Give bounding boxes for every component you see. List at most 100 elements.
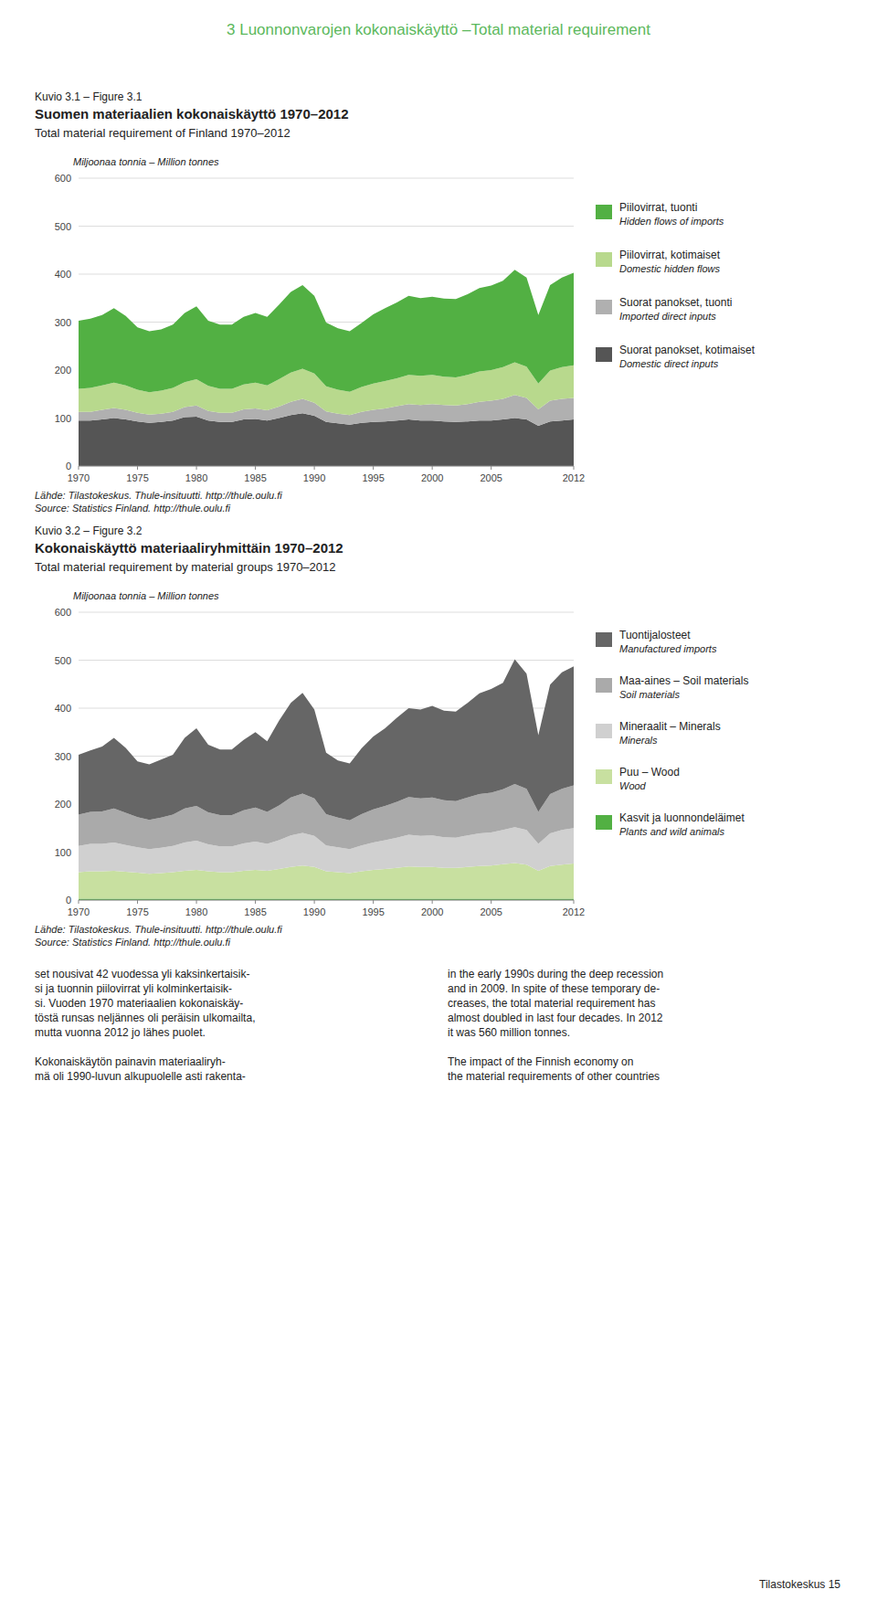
legend-label-en: Soil materials — [619, 688, 681, 700]
legend-label-en: Wood — [619, 780, 647, 792]
x-tick-label: 1970 — [67, 472, 90, 484]
y-tick-label: 200 — [54, 364, 72, 376]
chart-title: Suomen materiaalien kokonaiskäyttö 1970–… — [34, 105, 349, 122]
chart-subtitle: Total material requirement by material g… — [34, 560, 337, 574]
legend-label: Mineraalit – Minerals — [619, 719, 721, 733]
body-text: creases, the total material requirement … — [447, 996, 656, 1010]
x-tick-label: 1980 — [185, 472, 208, 484]
grid-line — [78, 225, 574, 227]
y-tick-label: 0 — [65, 894, 72, 906]
y-grid — [78, 612, 574, 900]
legend-swatch — [595, 632, 613, 647]
x-tick — [137, 465, 138, 470]
page-title: 3 Luonnonvarojen kokonaiskäyttö –Total m… — [226, 21, 651, 39]
x-tick-label: 1995 — [361, 472, 384, 484]
legend-swatch — [595, 252, 613, 267]
body-text: and in 2009. In spite of these temporary… — [447, 982, 660, 995]
area — [78, 269, 574, 392]
x-tick — [573, 465, 575, 470]
legend-label: Maa-aines – Soil materials — [619, 674, 749, 687]
legend-label-en: Domestic direct inputs — [619, 358, 719, 370]
x-tick — [432, 465, 434, 470]
x-tick-label: 2012 — [562, 906, 585, 918]
legend-label: Kasvit ja luonnondeläimet — [619, 811, 745, 825]
body-text: set nousivat 42 vuodessa yli kaksinkerta… — [34, 967, 250, 981]
x-tick-label: 1975 — [126, 472, 148, 484]
source: Source: Statistics Finland. http://thule… — [34, 502, 232, 514]
y-axis-label: Miljoonaa tonnia – Million tonnes — [73, 590, 220, 602]
figure-label: Kuvio 3.1 – Figure 3.1 — [34, 90, 143, 104]
body-text: Kokonaiskäytön painavin materiaaliryh- — [34, 1055, 226, 1068]
y-tick-label: 0 — [65, 460, 72, 472]
grid-line — [78, 178, 574, 180]
grid-line — [78, 899, 574, 901]
legend-label: Tuontijalosteet — [619, 628, 691, 642]
background — [0, 0, 877, 1600]
x-tick — [314, 899, 316, 904]
legend-label-en: Imported direct inputs — [619, 310, 717, 322]
x-tick-label: 1990 — [303, 472, 326, 484]
y-tick-label: 400 — [54, 268, 72, 280]
y-tick-label: 100 — [54, 846, 72, 858]
x-tick — [137, 899, 138, 904]
source: Lähde: Tilastokeskus. Thule-insituutti. … — [34, 923, 283, 935]
x-tick-label: 1975 — [126, 906, 148, 918]
chart-title: Kokonaiskäyttö materiaaliryhmittäin 1970… — [34, 539, 344, 556]
x-tick-label: 2000 — [421, 472, 444, 484]
legend: Piilovirrat, tuontiHidden flows of impor… — [595, 200, 756, 370]
legend-swatch — [595, 769, 613, 784]
x-tick — [78, 899, 80, 904]
body-text: mutta vuonna 2012 jo lähes puolet. — [34, 1025, 206, 1039]
y-tick-label: 200 — [54, 798, 72, 810]
body-text: the material requirements of other count… — [447, 1069, 660, 1083]
x-tick — [573, 899, 575, 904]
legend-swatch — [595, 677, 613, 693]
areas — [78, 658, 574, 900]
legend: TuontijalosteetManufactured importsMaa-a… — [595, 628, 749, 837]
y-tick-label: 300 — [54, 316, 72, 328]
areas — [78, 269, 574, 466]
grid-line — [78, 465, 574, 467]
x-tick-label: 1995 — [361, 906, 384, 918]
body-text: in the early 1990s during the deep reces… — [447, 967, 664, 981]
x-axis — [78, 899, 574, 901]
x-tick — [196, 899, 198, 904]
x-tick — [254, 899, 256, 904]
x-tick — [314, 465, 316, 470]
y-tick-label: 100 — [54, 412, 72, 424]
y-tick-label: 500 — [54, 221, 72, 233]
x-tick — [254, 465, 256, 470]
body-text: almost doubled in last four decades. In … — [447, 1011, 664, 1025]
x-tick — [432, 899, 434, 904]
y-tick-label: 600 — [54, 606, 72, 618]
legend-label-en: Domestic hidden flows — [619, 263, 721, 275]
source: Source: Statistics Finland. http://thule… — [34, 936, 232, 948]
legend-label-en: Hidden flows of imports — [619, 215, 725, 227]
legend-swatch — [595, 299, 613, 315]
body-text: si. Vuoden 1970 materiaalien kokonaiskäy… — [34, 996, 244, 1010]
chart: Kuvio 3.1 – Figure 3.1Suomen materiaalie… — [34, 90, 756, 514]
x-tick — [490, 899, 492, 904]
x-tick-label: 1970 — [67, 906, 90, 918]
y-tick-label: 500 — [54, 655, 72, 666]
x-tick-label: 2005 — [479, 472, 502, 484]
chart: Kuvio 3.2 – Figure 3.2Kokonaiskäyttö mat… — [34, 524, 749, 948]
body-text: The impact of the Finnish economy on — [447, 1055, 634, 1068]
legend-label: Suorat panokset, kotimaiset — [619, 343, 756, 357]
legend-label: Puu – Wood — [619, 765, 680, 779]
x-axis — [78, 465, 574, 467]
x-tick — [490, 465, 492, 470]
x-tick-label: 1980 — [185, 906, 208, 918]
body-text: töstä runsas neljännes oli peräisin ulko… — [34, 1011, 255, 1025]
legend-label: Suorat panokset, tuonti — [619, 295, 732, 309]
legend-swatch — [595, 204, 613, 220]
y-axis-label: Miljoonaa tonnia – Million tonnes — [73, 156, 220, 168]
grid-line — [78, 274, 574, 275]
body-text: si ja tuonnin piilovirrat yli kolminkert… — [34, 982, 233, 995]
body-text: it was 560 million tonnes. — [447, 1025, 571, 1039]
body-text: mä oli 1990-luvun alkupuolelle asti rake… — [34, 1069, 246, 1083]
grid-line — [78, 612, 574, 613]
x-tick — [372, 899, 374, 904]
x-tick-label: 1985 — [243, 472, 266, 484]
source: Lähde: Tilastokeskus. Thule-insituutti. … — [34, 489, 283, 501]
